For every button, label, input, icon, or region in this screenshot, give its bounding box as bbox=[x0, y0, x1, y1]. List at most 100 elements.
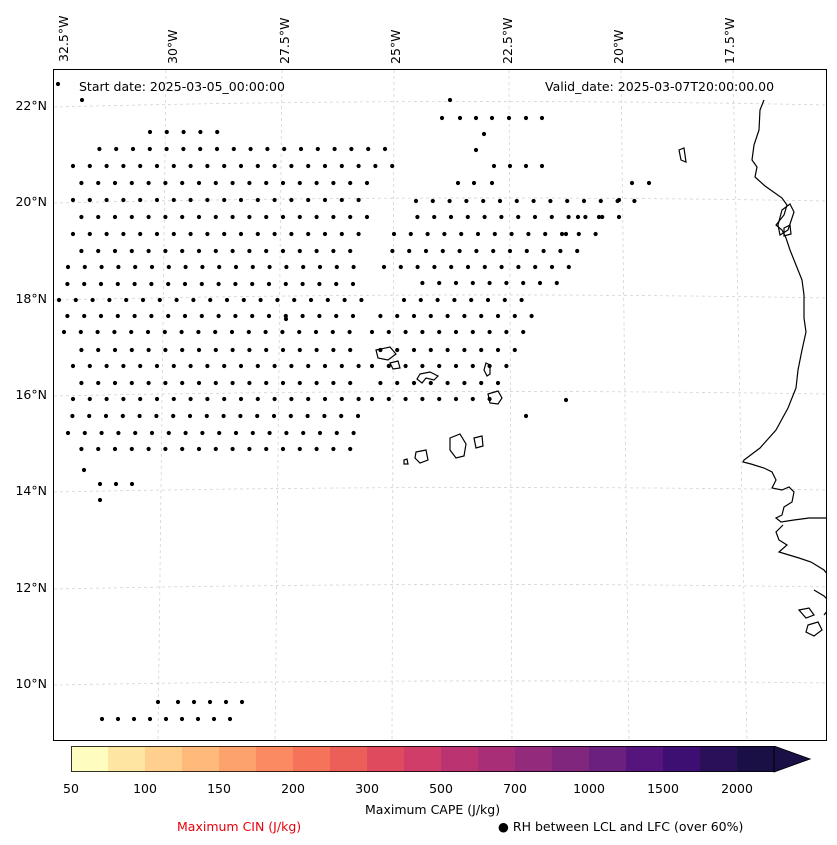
rh-dot bbox=[147, 716, 153, 722]
rh-dot bbox=[233, 430, 239, 436]
rh-dot bbox=[462, 347, 467, 353]
meridian-17-5w bbox=[732, 70, 748, 740]
rh-dot bbox=[96, 180, 101, 186]
rh-dot bbox=[171, 197, 176, 203]
rh-dot bbox=[196, 347, 202, 353]
rh-dot bbox=[239, 699, 245, 705]
rh-dot bbox=[255, 396, 260, 402]
rh-dot bbox=[79, 446, 84, 452]
rh-dot bbox=[196, 248, 202, 254]
rh-dot bbox=[331, 214, 336, 220]
rh-dot bbox=[386, 396, 391, 402]
rh-dot bbox=[163, 347, 168, 353]
lat-label-22n: 22°N bbox=[15, 98, 47, 113]
rh-dot bbox=[452, 297, 457, 303]
lon-label-22-5w: 22.5°W bbox=[500, 17, 515, 64]
rh-dot bbox=[264, 347, 269, 353]
rh-dot bbox=[351, 264, 356, 270]
colorbar-bin-16 bbox=[663, 746, 701, 772]
rh-dot bbox=[198, 146, 203, 152]
lat-label-14n: 14°N bbox=[15, 483, 47, 498]
rh-dot bbox=[104, 163, 109, 169]
rh-dot bbox=[339, 363, 344, 369]
rh-dot bbox=[247, 446, 252, 452]
rh-dot bbox=[314, 446, 319, 452]
rh-dot bbox=[116, 264, 121, 270]
rh-dot bbox=[280, 380, 286, 386]
colorbar-frame bbox=[71, 746, 775, 772]
rh-dot bbox=[445, 347, 450, 353]
rh-dot bbox=[264, 446, 269, 452]
colorbar-bin-2 bbox=[145, 746, 183, 772]
rh-dot bbox=[600, 214, 605, 220]
rh-dot bbox=[437, 396, 442, 402]
rh-dot bbox=[331, 347, 336, 353]
valid-date-label: Valid_date: 2025-03-07T20:00:00.00 bbox=[545, 79, 775, 94]
rh-dot bbox=[99, 430, 104, 436]
rh-dot bbox=[241, 297, 246, 303]
rh-dot bbox=[81, 467, 87, 473]
cape-verde-fogo bbox=[414, 449, 429, 464]
rh-dot bbox=[154, 197, 160, 203]
rh-dot bbox=[390, 163, 395, 169]
rh-dot bbox=[355, 413, 361, 419]
rh-dot bbox=[112, 380, 118, 386]
rh-dot bbox=[351, 430, 356, 436]
rh-dot bbox=[224, 297, 230, 303]
colorbar-tick-100: 100 bbox=[133, 781, 157, 796]
rh-dot bbox=[356, 231, 361, 237]
rh-dot bbox=[308, 297, 314, 303]
rh-dot bbox=[90, 297, 95, 303]
rh-dot bbox=[211, 716, 217, 722]
cape-verde-santo-antao bbox=[375, 346, 397, 361]
rh-dot bbox=[297, 329, 302, 335]
rh-dot bbox=[99, 716, 105, 722]
rh-dot bbox=[129, 214, 134, 220]
rh-dot bbox=[314, 248, 319, 254]
rh-dot bbox=[507, 163, 513, 169]
colorbar-bin-0 bbox=[71, 746, 109, 772]
rh-dot bbox=[146, 347, 151, 353]
rh-dot bbox=[314, 347, 319, 353]
rh-dot bbox=[180, 380, 185, 386]
cape-verde-coast-detail bbox=[775, 524, 826, 574]
rh-dot bbox=[297, 180, 302, 186]
rh-dot bbox=[646, 180, 652, 186]
rh-dot bbox=[222, 163, 227, 169]
rh-dot bbox=[495, 313, 501, 319]
rh-dot bbox=[474, 248, 479, 254]
rh-dot bbox=[428, 347, 433, 353]
rh-dot bbox=[82, 313, 87, 319]
rh-dot bbox=[492, 231, 497, 237]
rh-dot bbox=[499, 214, 504, 220]
rh-dot bbox=[147, 146, 152, 152]
rh-dot bbox=[531, 198, 536, 204]
rh-dot bbox=[124, 297, 129, 303]
rh-dot bbox=[129, 180, 134, 186]
colorbar-bin-11 bbox=[478, 746, 516, 772]
rh-dot bbox=[166, 313, 171, 319]
rh-dot bbox=[171, 363, 176, 369]
rh-dot bbox=[301, 264, 306, 270]
rh-dot bbox=[334, 313, 339, 319]
rh-dot bbox=[280, 347, 286, 353]
rh-dot bbox=[317, 430, 323, 436]
rh-dot bbox=[138, 363, 143, 369]
colorbar-bin-8 bbox=[367, 746, 405, 772]
rh-dot bbox=[330, 329, 335, 335]
rh-dot bbox=[222, 197, 227, 203]
rh-dot bbox=[369, 396, 375, 402]
rh-dot bbox=[216, 313, 221, 319]
rh-dot bbox=[529, 313, 534, 319]
rh-dot bbox=[415, 264, 420, 270]
rh-dot bbox=[179, 716, 185, 722]
rh-dot bbox=[87, 363, 92, 369]
meridian-22-5w bbox=[508, 70, 513, 740]
rh-dot bbox=[223, 699, 229, 705]
rh-dot bbox=[96, 380, 101, 386]
rh-dot bbox=[149, 313, 154, 319]
rh-dot bbox=[164, 129, 169, 135]
rh-dot bbox=[70, 163, 76, 169]
rh-dot bbox=[191, 297, 196, 303]
colorbar-extend-max bbox=[773, 746, 811, 773]
